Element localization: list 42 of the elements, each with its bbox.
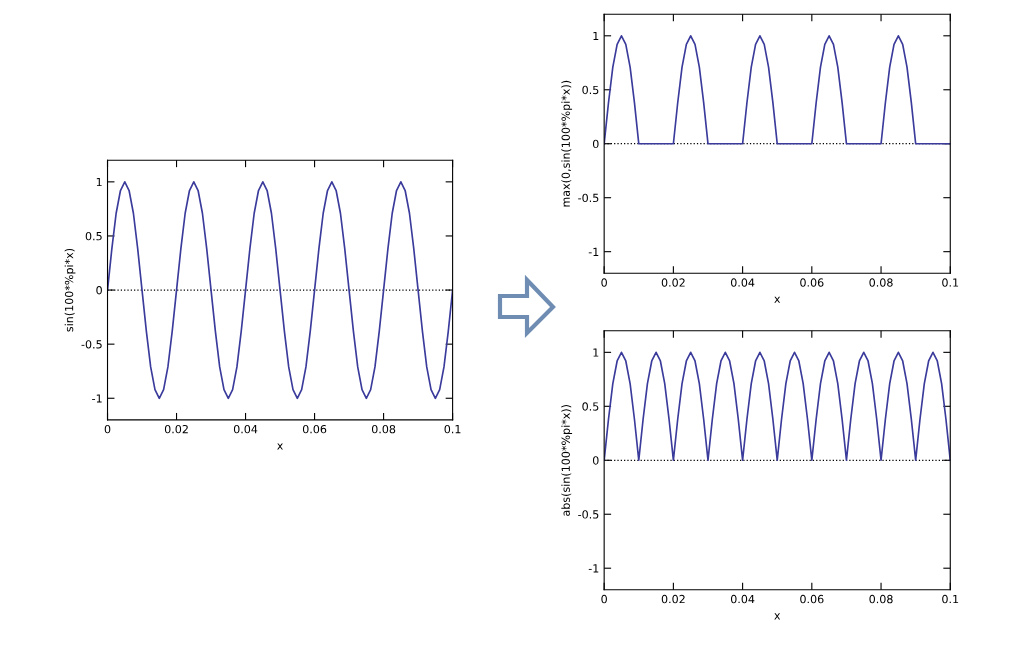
x-tick-label: 0 [601, 594, 607, 604]
x-tick-label: 0.06 [800, 594, 824, 604]
x-tick-label: 0.08 [371, 424, 396, 434]
x-tick-label: 0.04 [233, 424, 258, 434]
x-tick-label: 0.02 [164, 424, 188, 434]
line-series [604, 351, 951, 462]
y-tick-label: 1 [96, 177, 102, 187]
x-tick-label: 0.02 [661, 278, 685, 287]
line-series [604, 34, 951, 145]
y-tick-label: 0 [592, 456, 599, 465]
x-tick-label: 0.04 [730, 594, 755, 604]
y-tick-label: -0.5 [578, 193, 599, 203]
y-tick-label: 0 [592, 139, 599, 149]
y-tick-label: -0.5 [81, 340, 102, 349]
x-tick-label: 0.1 [942, 278, 959, 287]
y-axis-title: abs(sin(100*%pi*x)) [561, 404, 573, 516]
y-tick-label: 0.5 [582, 85, 599, 95]
x-axis-title: x [277, 443, 283, 450]
y-tick-label: 0.5 [582, 402, 599, 411]
y-tick-label: 1 [593, 348, 599, 357]
y-axis-title: sin(100*%pi*x) [64, 248, 76, 332]
y-tick-label: -1 [92, 394, 102, 403]
x-tick-label: 0.06 [800, 278, 824, 287]
y-tick-label: -0.5 [578, 510, 599, 519]
x-tick-label: 0.1 [444, 424, 461, 434]
x-tick-label: 0.08 [869, 278, 893, 287]
x-tick-label: 0.1 [942, 594, 959, 604]
y-axis-title: max(0,sin(100*%pi*x)) [561, 80, 573, 207]
x-tick-label: 0.08 [869, 594, 893, 604]
y-tick-label: -1 [588, 564, 599, 573]
x-tick-label: 0 [601, 278, 607, 287]
x-tick-label: 0.06 [302, 424, 327, 434]
x-tick-label: 0.02 [661, 594, 685, 604]
y-tick-label: 0.5 [85, 231, 102, 241]
y-tick-label: -1 [588, 247, 599, 256]
x-tick-label: 0 [104, 424, 111, 434]
x-tick-label: 0.04 [730, 278, 755, 287]
x-axis-title: x [774, 613, 781, 620]
line-series [107, 181, 453, 400]
y-tick-label: 1 [593, 31, 599, 41]
y-tick-label: 0 [96, 286, 102, 295]
x-axis-title: x [774, 296, 781, 303]
